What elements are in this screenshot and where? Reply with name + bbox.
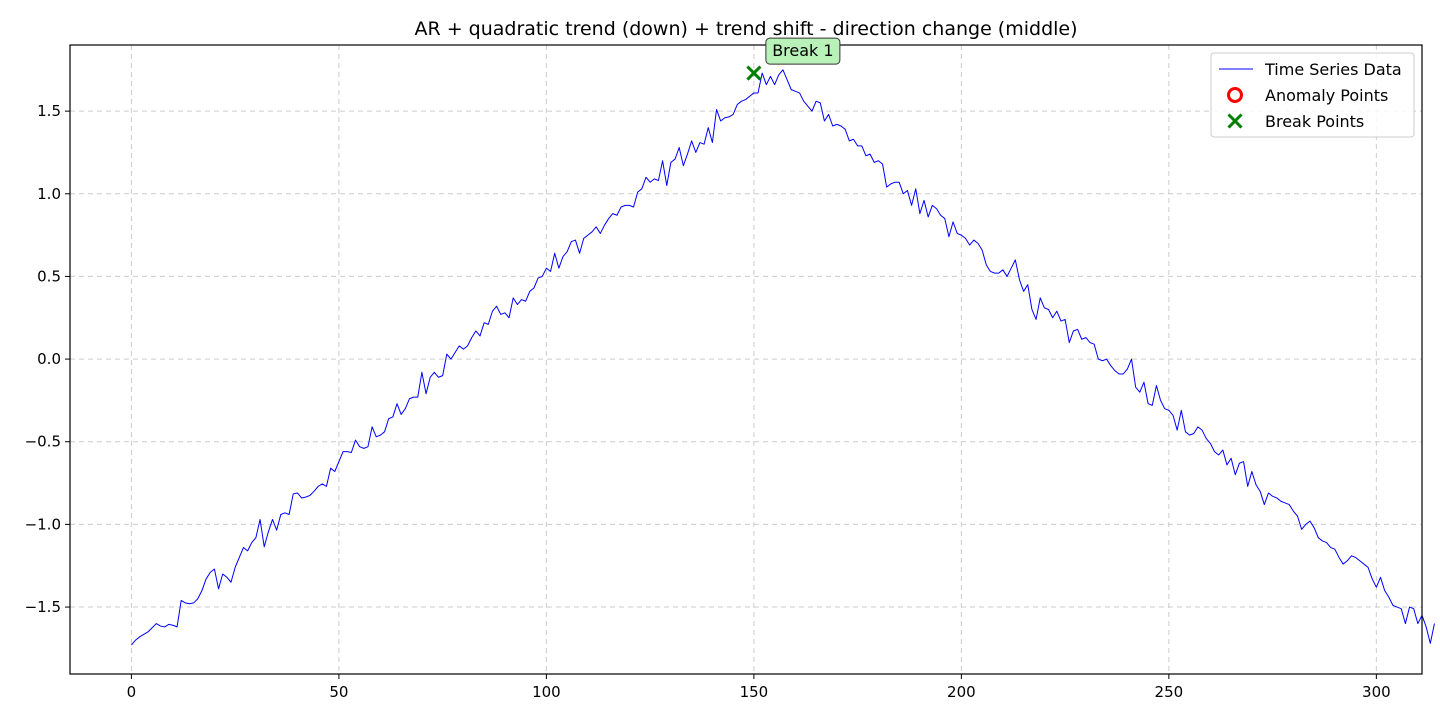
- y-axis: −1.5 −1.0 −0.5 0.0 0.5 1.0 1.5: [25, 102, 70, 616]
- y-tick-label: 1.5: [37, 102, 61, 120]
- y-tick-label: −1.0: [25, 515, 61, 533]
- legend-x-swatch: [1227, 113, 1243, 129]
- break-x-stroke: [746, 65, 762, 81]
- y-tick-label: 1.0: [37, 185, 61, 203]
- legend-label: Break Points: [1265, 112, 1364, 131]
- y-tick-label: −1.5: [25, 598, 61, 616]
- legend-label: Anomaly Points: [1265, 86, 1388, 105]
- x-tick-label: 300: [1362, 683, 1391, 701]
- legend-circle-swatch: [1227, 87, 1243, 103]
- legend-label: Time Series Data: [1264, 60, 1402, 79]
- x-axis: 0 50 100 150 200 250 300: [127, 674, 1391, 701]
- x-tick-label: 150: [740, 683, 769, 701]
- break-label-box: [765, 37, 841, 65]
- grid-lines: [70, 45, 1422, 674]
- legend-box: [1210, 52, 1415, 138]
- y-tick-label: −0.5: [25, 433, 61, 451]
- x-tick-label: 100: [532, 683, 561, 701]
- series-line: [131, 69, 1435, 646]
- x-tick-label: 50: [329, 683, 348, 701]
- x-tick-label: 200: [947, 683, 976, 701]
- x-tick-label: 0: [127, 683, 137, 701]
- annotations: Break 1: [746, 37, 841, 81]
- legend: Time Series Data Anomaly Points Break Poin…: [1210, 52, 1415, 138]
- y-tick-label: 0.5: [37, 267, 61, 285]
- break-label: Break 1: [772, 41, 833, 60]
- y-tick-label: 0.0: [37, 350, 61, 368]
- plot-area: [131, 69, 1435, 646]
- break-point-marker: [746, 65, 762, 81]
- chart-title: AR + quadratic trend (down) + trend shif…: [414, 18, 1077, 40]
- x-tick-label: 250: [1155, 683, 1184, 701]
